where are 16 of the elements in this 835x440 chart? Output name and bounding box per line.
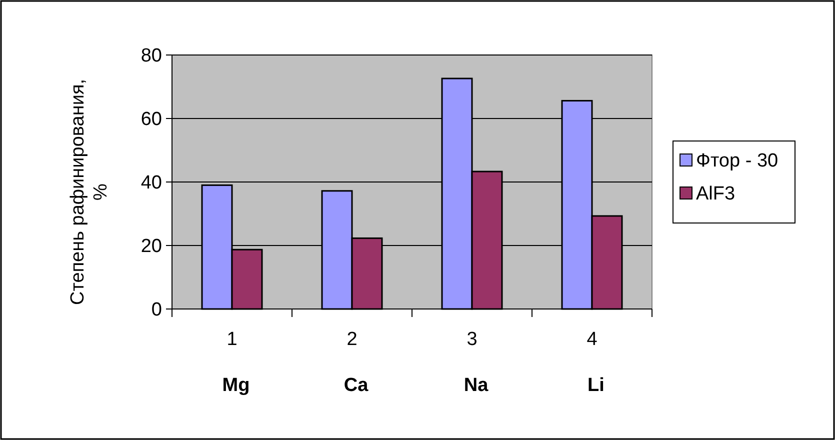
text: Mg	[222, 375, 250, 396]
x-tick-label: 3	[466, 329, 478, 350]
y-tick-label: 0	[151, 300, 162, 321]
text: Ca	[344, 375, 369, 396]
y-tick-label: 80	[140, 46, 162, 67]
y-tick-label: 40	[140, 172, 162, 194]
text: Na	[464, 375, 489, 396]
x-tick-label: 1	[226, 329, 238, 350]
y-tick-label: 20	[140, 236, 162, 258]
legend-label: Фтор - 30	[696, 150, 778, 172]
text: Li	[588, 375, 604, 396]
x-tick-label: 4	[586, 329, 598, 350]
x-tick-label: 2	[346, 329, 358, 350]
y-tick-label: 60	[140, 109, 162, 130]
legend-label: AlF3	[696, 184, 736, 205]
y-axis-title: Степень рафинирования, %	[68, 78, 112, 306]
